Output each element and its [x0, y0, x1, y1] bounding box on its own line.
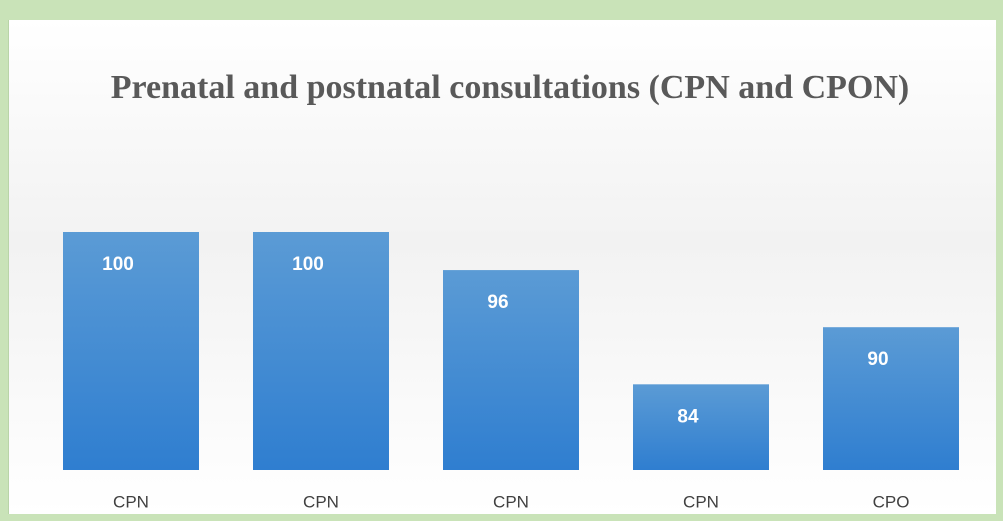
value-label: 90: [867, 349, 888, 370]
chart-title: Prenatal and postnatal consultations (CP…: [110, 69, 910, 106]
value-label: 100: [102, 254, 134, 275]
value-label: 84: [677, 406, 699, 427]
x-tick-label: CPN: [113, 492, 149, 511]
x-tick-label: CPN: [683, 492, 719, 511]
x-tick-label: CPN: [493, 492, 529, 511]
bar: [63, 232, 199, 470]
bar: [253, 232, 389, 470]
bar: [633, 384, 769, 470]
value-label: 96: [487, 292, 508, 313]
x-tick-label: CPN: [303, 492, 339, 511]
x-tick-label: CPO: [873, 492, 910, 511]
bar: [443, 270, 579, 470]
value-label: 100: [292, 254, 324, 275]
bar: [823, 327, 959, 470]
